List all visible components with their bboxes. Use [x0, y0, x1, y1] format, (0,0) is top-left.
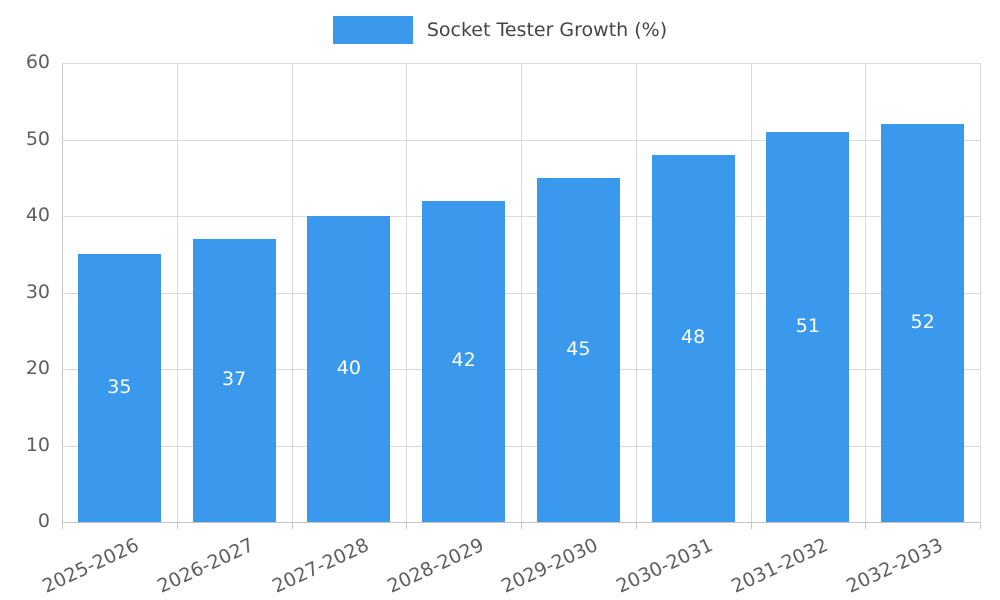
legend-swatch-icon [332, 16, 413, 44]
x-axis-tick-mark [521, 523, 522, 529]
x-axis-tick-label: 2029-2030 [498, 534, 602, 598]
x-axis-tick-mark [62, 523, 63, 529]
y-axis-tick-label: 30 [25, 280, 50, 303]
bar-value-label: 35 [107, 376, 132, 399]
v-gridline [635, 63, 637, 522]
bar-value-label: 51 [795, 314, 820, 337]
x-axis-tick-mark [635, 523, 637, 529]
x-axis-tick-label: 2027-2028 [269, 534, 373, 598]
bar-value-label: 45 [566, 337, 591, 360]
bar [651, 154, 735, 522]
bar-value-label: 40 [336, 357, 361, 379]
v-gridline [750, 63, 752, 522]
x-axis-tick-label: 2031-2032 [728, 534, 832, 598]
bar [422, 200, 506, 522]
y-axis-tick-label: 0 [37, 510, 50, 532]
x-axis-tick-mark [865, 523, 867, 529]
v-gridline [291, 63, 293, 522]
y-axis-tick-label: 50 [25, 127, 50, 150]
x-axis-tick-label: 2026-2027 [154, 534, 258, 598]
v-gridline [176, 63, 178, 522]
y-axis-tick-label: 20 [25, 357, 50, 379]
x-axis-tick-label: 2030-2031 [613, 534, 717, 598]
bar [536, 177, 620, 522]
bar [881, 124, 965, 522]
bar-value-label: 52 [910, 311, 935, 334]
v-gridline [980, 63, 981, 522]
legend-label: Socket Tester Growth (%) [426, 19, 668, 41]
x-axis-tick-mark [406, 523, 408, 529]
chart-legend[interactable]: Socket Tester Growth (%) [0, 16, 1000, 44]
x-axis-tick-mark [176, 523, 178, 529]
x-axis-tick-mark [980, 523, 981, 529]
y-axis-tick-label: 60 [25, 51, 50, 73]
x-axis-tick-mark [291, 523, 293, 529]
bar [307, 216, 391, 522]
bar [192, 238, 276, 522]
y-axis-tick-label: 10 [25, 433, 50, 456]
x-axis-tick-label: 2025-2026 [39, 534, 143, 598]
v-gridline [406, 63, 408, 522]
bar [77, 254, 161, 522]
y-axis-tick-label: 40 [25, 204, 50, 226]
bar-value-label: 42 [451, 349, 476, 372]
v-gridline [521, 63, 522, 522]
x-axis-tick-mark [750, 523, 752, 529]
bar [766, 131, 850, 522]
x-axis-tick-label: 2032-2033 [842, 534, 946, 598]
x-axis-tick-label: 2028-2029 [383, 534, 487, 598]
bar-value-label: 48 [681, 326, 706, 349]
v-gridline [865, 63, 867, 522]
bar-value-label: 37 [222, 368, 247, 391]
